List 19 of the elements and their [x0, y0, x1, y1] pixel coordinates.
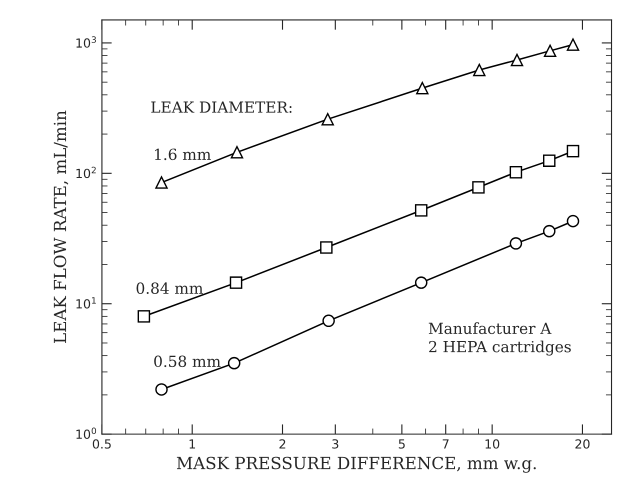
- x-tick-label: 2: [279, 439, 286, 448]
- y-tick-label: 10$^{2}$: [76, 166, 96, 178]
- y-tick-label: 10$^{1}$: [76, 297, 96, 309]
- series-label: 0.58 mm: [154, 356, 221, 368]
- annotation: Manufacturer A 2 HEPA cartridges: [428, 322, 571, 356]
- legend-title: LEAK DIAMETER:: [151, 102, 292, 113]
- x-tick-label: 20: [575, 439, 590, 449]
- x-tick-label: 10: [486, 439, 500, 449]
- x-axis-title: MASK PRESSURE DIFFERENCE, mm w.g.: [176, 456, 536, 473]
- x-tick-label: 1: [190, 439, 196, 448]
- x-tick-label: 0.5: [92, 439, 111, 449]
- x-tick-label: 3: [332, 439, 338, 449]
- x-tick-label: 5: [398, 439, 405, 449]
- y-tick-label: 10$^{0}$: [76, 428, 96, 439]
- series-label: 0.84 mm: [136, 282, 203, 294]
- x-tick-label: 7: [442, 439, 449, 448]
- y-tick-label: 10$^{3}$: [76, 36, 96, 48]
- y-axis-title: LEAK FLOW RATE, mL/min: [54, 110, 68, 343]
- series-label: 1.6 mm: [155, 148, 211, 160]
